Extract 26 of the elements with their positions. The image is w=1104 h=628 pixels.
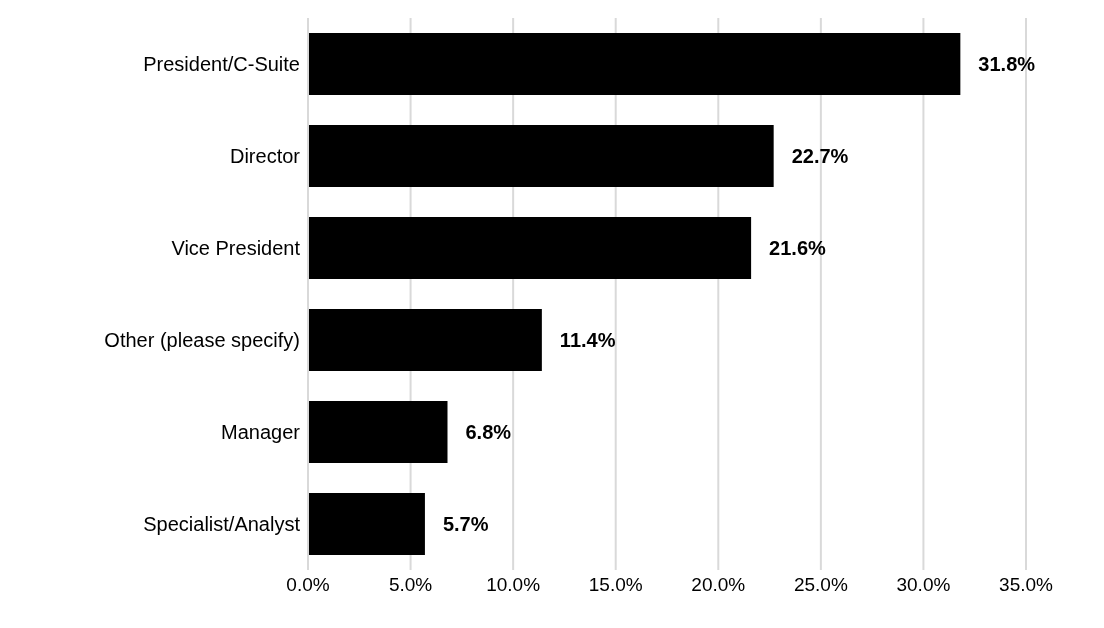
x-tick-label: 15.0% [588, 574, 643, 596]
bar [308, 125, 774, 187]
x-tick-label: 30.0% [896, 574, 951, 596]
y-tick-label: Specialist/Analyst [143, 513, 301, 536]
bar [308, 493, 425, 555]
y-tick-label: Manager [221, 421, 301, 444]
x-tick-label: 20.0% [691, 574, 746, 596]
data-label: 6.8% [465, 421, 512, 444]
x-tick-label: 25.0% [793, 574, 848, 596]
bar [308, 309, 542, 371]
x-tick-label: 35.0% [999, 574, 1054, 596]
y-tick-label: Director [229, 145, 301, 168]
data-label: 31.8% [978, 53, 1036, 76]
data-label: 22.7% [791, 145, 849, 168]
x-tick-label: 0.0% [286, 574, 330, 596]
data-label: 21.6% [769, 237, 827, 260]
data-label: 11.4% [559, 329, 616, 352]
y-tick-label: President/C-Suite [143, 53, 300, 76]
x-tick-label: 10.0% [486, 574, 541, 596]
bar [308, 217, 752, 279]
bar [308, 401, 448, 463]
y-tick-label: Vice President [171, 237, 301, 260]
bar [308, 33, 961, 95]
x-tick-label: 5.0% [388, 574, 433, 596]
y-tick-label: Other (please specify) [104, 329, 300, 352]
data-label: 5.7% [442, 513, 489, 536]
